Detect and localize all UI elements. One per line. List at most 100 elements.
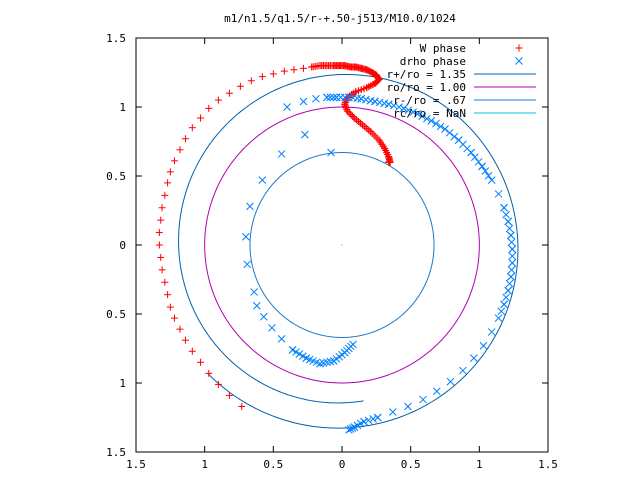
drho-phase-point <box>347 342 355 351</box>
drho-phase-point <box>507 265 516 274</box>
drho-phase-point <box>250 288 258 296</box>
w-phase-point <box>280 67 288 75</box>
x-tick-label: 1.5 <box>126 458 146 471</box>
drho-phase-point <box>494 314 503 322</box>
drho-phase-point <box>423 114 431 123</box>
w-phase-point <box>236 82 244 90</box>
drho-phase-point <box>502 210 510 219</box>
drho-phase-point <box>500 203 508 212</box>
w-phase-point <box>342 104 350 112</box>
drho-phase-point <box>432 119 440 128</box>
drho-phase-point <box>252 301 261 310</box>
w-phase-point <box>225 391 233 399</box>
w-phase-point <box>155 241 163 249</box>
drho-phase-point <box>369 415 377 423</box>
x-tick-label: 0 <box>339 458 346 471</box>
legend-entry-r-ro-1-35: r+/ro = 1.35 <box>387 68 536 81</box>
w-phase-point <box>155 229 163 237</box>
drho-phase-point <box>399 104 408 113</box>
w-phase-point <box>269 70 277 78</box>
curve-ro-ro-1-00 <box>204 106 480 384</box>
drho-phase-point <box>418 112 427 121</box>
drho-phase-point <box>470 153 479 162</box>
w-phase-point <box>197 114 205 122</box>
drho-phase-point <box>502 293 510 302</box>
legend-label: rc/ro = NaN <box>393 107 466 120</box>
legend-label: r+/ro = 1.35 <box>387 68 466 81</box>
drho-phase-point <box>373 413 382 422</box>
drho-phase-point <box>508 259 517 267</box>
drho-phase-point <box>323 93 331 102</box>
w-phase-point <box>205 104 213 112</box>
w-phase-point <box>170 157 178 165</box>
w-phase-point <box>181 336 189 344</box>
w-phase-point <box>343 107 351 115</box>
drho-phase-point <box>487 328 496 336</box>
drho-phase-point <box>283 103 291 111</box>
legend-entry-ro-ro-1-00: ro/ro = 1.00 <box>387 81 536 94</box>
drho-phase-point <box>404 106 413 115</box>
drho-phase-point <box>389 101 398 110</box>
drho-phase-point <box>507 238 516 247</box>
ticks-layer: 1.5 1 0.5 0 0.5 1 1.51.510.500.511.5 <box>106 32 558 471</box>
drho-phase-point <box>450 132 459 141</box>
x-tick-label: 0.5 <box>263 458 283 471</box>
drho-phase-point <box>508 252 517 260</box>
drho-phase-point <box>458 366 467 375</box>
drho-phase-point <box>432 387 441 396</box>
w-phase-point <box>225 89 233 97</box>
w-phase-point <box>166 168 174 176</box>
drho-phase-point <box>327 148 335 157</box>
drho-phase-point <box>507 272 515 281</box>
drho-phase-point <box>375 98 384 107</box>
drho-phase-point <box>242 232 250 241</box>
drho-phase-point <box>500 300 508 309</box>
w-phase-point <box>349 112 357 120</box>
drho-phase-point <box>258 176 267 184</box>
w-phase-point <box>188 124 196 132</box>
drho-phase-point <box>341 93 349 102</box>
w-phase-point <box>214 380 222 388</box>
y-tick-label: 1 <box>119 101 126 114</box>
drho-phase-point <box>505 279 514 288</box>
drho-phase-point <box>329 93 338 102</box>
w-phase-point <box>164 291 172 299</box>
w-phase-point <box>170 314 178 322</box>
legend-entry-r-ro-67: r-/ro = .67 <box>393 94 536 107</box>
x-tick-label: 1 <box>476 458 483 471</box>
drho-phase-point <box>508 245 517 253</box>
drho-phase-point <box>348 424 357 432</box>
drho-phase-point <box>494 190 503 198</box>
drho-phase-point <box>469 354 478 363</box>
w-phase-point <box>188 347 196 355</box>
w-phase-point <box>176 325 184 333</box>
w-phase-point <box>385 158 393 166</box>
drho-phase-point <box>446 377 455 386</box>
legend-entry-drho-phase: drho phase <box>400 55 523 68</box>
drho-phase-point <box>277 150 286 158</box>
w-phase-point <box>158 204 166 212</box>
w-phase-point <box>181 135 189 143</box>
center-dot <box>341 244 343 246</box>
drho-phase-point <box>427 116 436 125</box>
drho-phase-point <box>326 93 335 102</box>
w-phase-point <box>247 77 255 85</box>
drho-phase-point <box>497 307 506 316</box>
drho-phase-point <box>350 423 359 432</box>
drho-phase-point <box>364 416 373 425</box>
legend-entry-rc-ro-nan: rc/ro = NaN <box>393 107 536 120</box>
y-tick-label: 1.5 <box>106 446 126 459</box>
drho-phase-point <box>395 103 403 111</box>
drho-phase-point <box>371 97 379 106</box>
curves-layer <box>178 73 519 429</box>
w-phase-point <box>158 266 166 274</box>
drho-phase-point <box>292 348 300 356</box>
drho-phase-point <box>299 352 307 360</box>
y-tick-label: 0.5 <box>106 170 126 183</box>
x-tick-label: 1 <box>201 458 208 471</box>
y-tick-label: 0.5 <box>106 308 126 321</box>
drho-phase-point <box>312 94 320 103</box>
drho-phase-point <box>268 323 276 332</box>
